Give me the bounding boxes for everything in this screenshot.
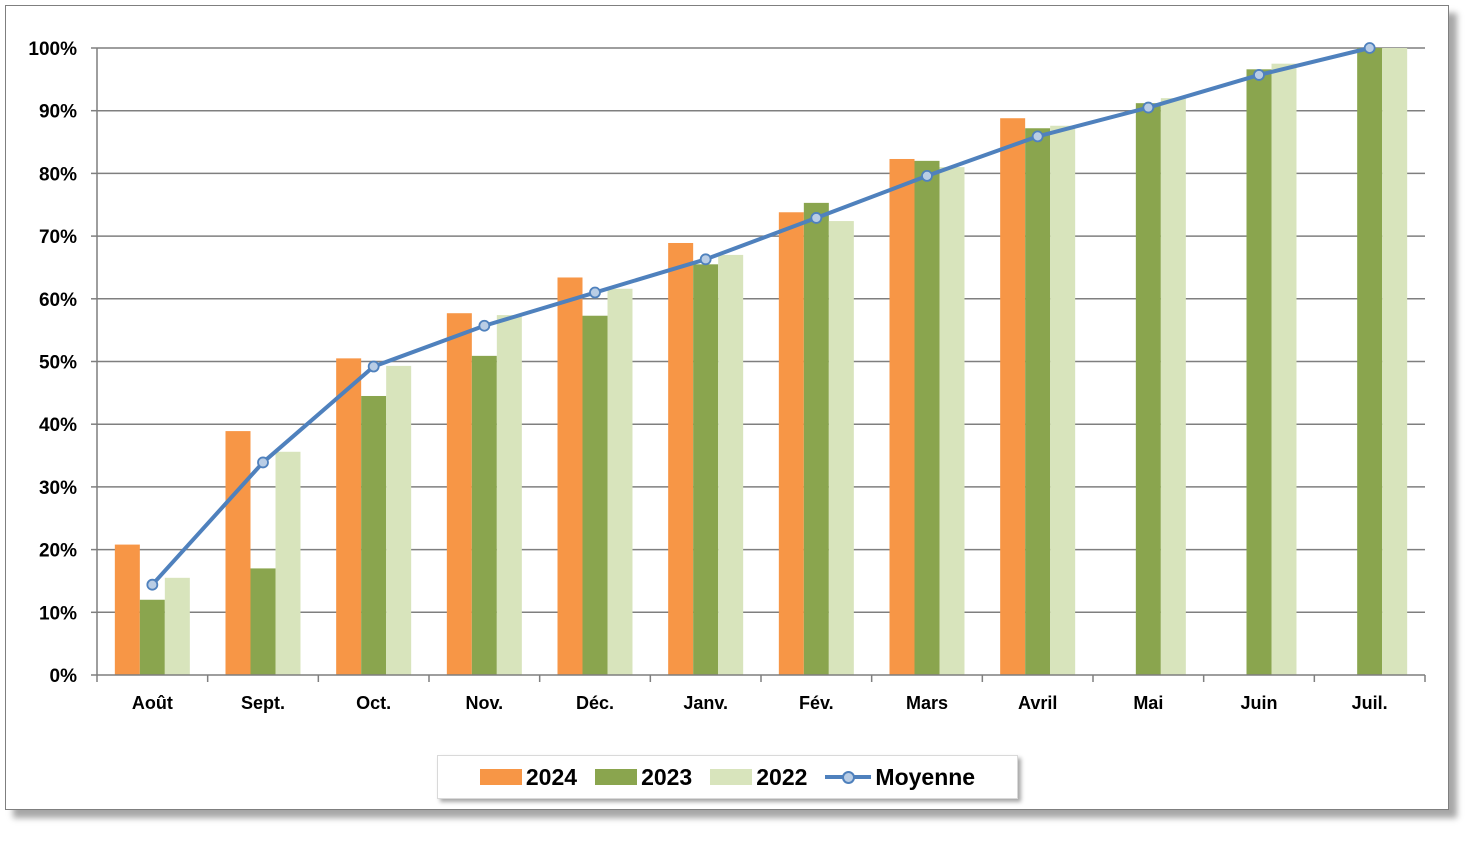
x-tick-label: Juin: [1240, 693, 1277, 713]
bar-2024: [557, 277, 583, 675]
bar-2023: [361, 395, 387, 675]
y-tick-label: 20%: [39, 541, 77, 562]
x-tick-label: Nov.: [465, 693, 503, 713]
moyenne-line-path: [150, 46, 1371, 587]
bar-2023: [139, 599, 165, 675]
bar-2022: [1382, 48, 1408, 675]
moyenne-line: [146, 42, 1376, 591]
y-tick-label: 90%: [39, 102, 77, 123]
bar-2024: [336, 358, 362, 675]
bar-2024: [889, 158, 915, 675]
legend-item-2024: 2024: [479, 763, 578, 791]
x-tick-label: Août: [132, 693, 173, 713]
bar-2022: [275, 451, 301, 675]
bar-2022: [386, 365, 412, 675]
moyenne-point: [1363, 42, 1376, 54]
bar-2022: [718, 254, 744, 675]
y-tick-label: 80%: [39, 164, 77, 185]
y-tick-label: 0%: [50, 666, 78, 687]
x-tick-label: Mai: [1133, 693, 1163, 713]
legend-label-2022: 2022: [756, 763, 808, 790]
y-axis-ticks: 0% 10% 20% 30% 40% 50% 60% 70% 80% 90% 100%: [28, 39, 97, 687]
y-tick-label: 70%: [39, 227, 77, 248]
x-tick-label: Juil.: [1352, 693, 1388, 713]
bar-2022: [1271, 63, 1297, 676]
x-tick-label: Janv.: [683, 693, 728, 713]
legend-item-moyenne: Moyenne: [825, 764, 975, 791]
bar-2023: [471, 355, 497, 675]
moyenne-point: [146, 578, 159, 591]
axes: [96, 48, 1426, 682]
x-axis-ticks: Août Sept. Oct. Nov. Déc. Janv. Fév. Mars Avril M…: [132, 693, 1388, 713]
y-tick-label: 10%: [39, 603, 77, 624]
legend-swatch-2023: [595, 769, 638, 785]
bar-2023: [1135, 103, 1161, 675]
legend-label-2023: 2023: [641, 763, 693, 790]
moyenne-point: [1142, 101, 1155, 114]
bar-2023: [803, 202, 829, 675]
legend-item-2023: 2023: [595, 764, 692, 791]
y-tick-label: 40%: [39, 415, 77, 436]
bar-2024: [446, 313, 472, 675]
bar-2023: [1357, 48, 1383, 675]
y-tick-label: 60%: [39, 290, 77, 311]
x-tick-label: Sept.: [241, 693, 285, 713]
bar-2023: [914, 160, 940, 676]
x-tick-label: Déc.: [576, 693, 614, 713]
legend-swatch-2022: [710, 769, 753, 785]
x-tick-label: Fév.: [799, 693, 834, 713]
bar-2022: [939, 167, 965, 675]
gridlines: [97, 47, 1425, 614]
bar-2024: [668, 242, 694, 675]
y-tick-label: 50%: [39, 353, 77, 374]
bar-2023: [582, 315, 608, 675]
legend-line-moyenne: [825, 769, 872, 785]
y-tick-label: 100%: [28, 39, 77, 60]
bar-2024: [1000, 118, 1026, 675]
bar-2022: [496, 315, 522, 675]
bar-2022: [828, 221, 854, 675]
bar-2022: [607, 288, 633, 675]
bar-2024: [114, 544, 140, 675]
y-tick-label: 30%: [39, 478, 77, 499]
bar-2022: [1160, 98, 1186, 675]
moyenne-point: [921, 170, 933, 182]
legend-label-moyenne: Moyenne: [875, 763, 976, 790]
moyenne-point: [478, 319, 491, 332]
moyenne-point: [1031, 130, 1044, 143]
bar-2023: [250, 568, 276, 675]
bar-2024: [225, 431, 251, 675]
bar-2022: [1050, 125, 1076, 676]
legend-item-2022: 2022: [710, 764, 807, 791]
moyenne-point: [810, 212, 823, 224]
bar-2023: [1025, 128, 1051, 676]
legend-label-2024: 2024: [525, 763, 578, 790]
legend: 2024 2023 2022 Moyenne: [437, 755, 1018, 799]
bar-2023: [693, 264, 719, 675]
moyenne-point: [1253, 69, 1265, 81]
moyenne-point: [367, 360, 380, 373]
x-tick-label: Oct.: [356, 693, 391, 713]
legend-swatch-2024: [479, 769, 522, 785]
moyenne-point: [589, 286, 601, 299]
moyenne-point: [257, 456, 269, 469]
bar-2023: [1246, 69, 1272, 676]
bar-2022: [164, 577, 190, 675]
x-tick-label: Avril: [1018, 693, 1057, 713]
bar-2024: [778, 212, 804, 676]
moyenne-point: [699, 253, 712, 266]
x-tick-label: Mars: [906, 693, 948, 713]
bars: [114, 48, 1408, 676]
